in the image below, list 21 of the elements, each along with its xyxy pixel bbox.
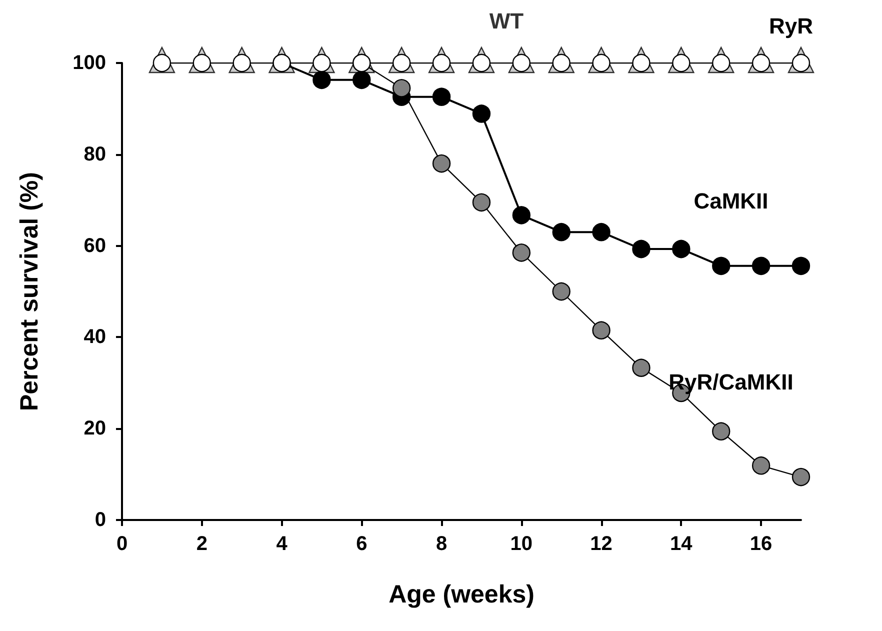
x-tick-label: 2 — [196, 533, 208, 555]
x-axis-title: Age (weeks) — [388, 580, 534, 608]
x-tick-label: 12 — [590, 533, 612, 555]
series-label: RyR/CaMKII — [668, 369, 794, 394]
y-tick-label: 20 — [84, 418, 106, 440]
x-tick-label: 8 — [436, 533, 448, 555]
y-tick-label: 0 — [94, 509, 106, 531]
y-tick-label: 80 — [84, 143, 106, 166]
y-axis-title: Percent survival (%) — [16, 172, 44, 411]
x-tick-label: 6 — [356, 533, 368, 555]
x-tick-label: 16 — [750, 533, 772, 555]
y-tick-label: 100 — [72, 52, 106, 74]
series-label: RyR — [768, 13, 814, 38]
x-tick-label: 10 — [510, 533, 533, 555]
series-label: CaMKII — [694, 188, 768, 214]
series-label: WT — [489, 8, 524, 34]
x-tick-label: 14 — [670, 533, 694, 555]
y-tick-label: 40 — [84, 326, 106, 348]
x-tick-label: 0 — [116, 533, 128, 555]
y-tick-label: 60 — [84, 234, 106, 257]
x-tick-label: 4 — [276, 533, 288, 555]
